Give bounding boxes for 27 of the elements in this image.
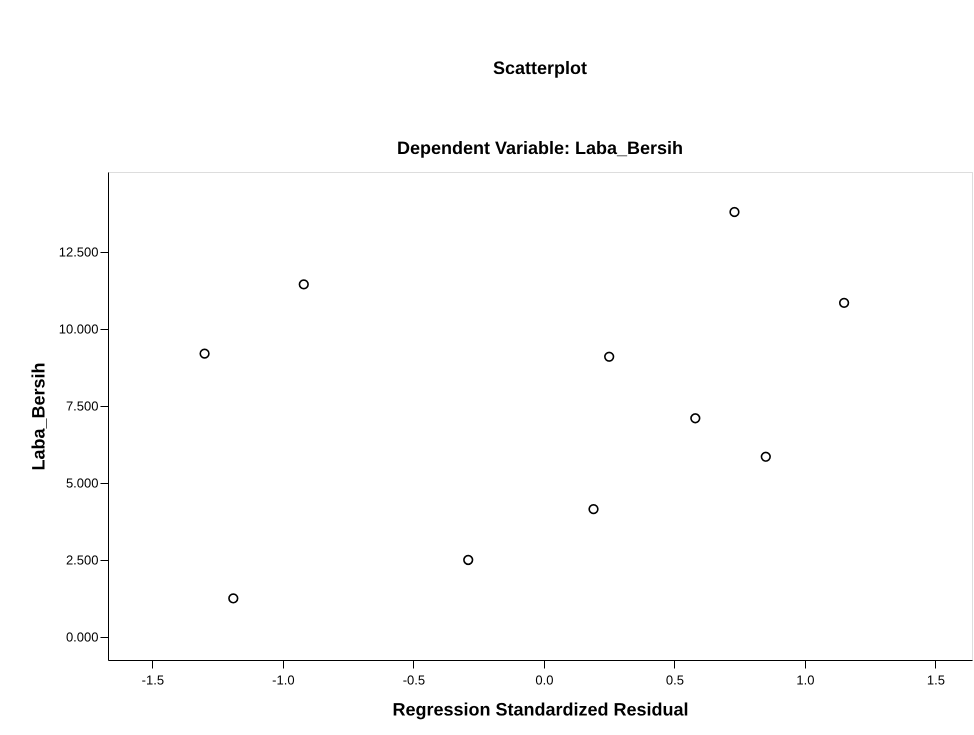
- y-tick-label: 2.500: [66, 552, 98, 568]
- point: [588, 504, 599, 514]
- point: [298, 279, 309, 290]
- x-axis-title: Regression Standardized Residual: [392, 700, 689, 720]
- x-tick-label: 0.5: [666, 672, 684, 688]
- x-tick-label: 1.5: [926, 672, 945, 688]
- x-tick-label: -1.0: [272, 672, 295, 688]
- x-tick-label: 1.0: [796, 672, 814, 688]
- point: [760, 452, 771, 462]
- x-tick-label: -1.5: [142, 672, 164, 688]
- y-tick-label: 12.500: [58, 244, 98, 260]
- chart-subtitle: Dependent Variable: Laba_Bersih: [396, 138, 684, 158]
- point: [604, 352, 614, 362]
- point: [838, 298, 850, 308]
- y-tick-label: 0.000: [66, 629, 98, 644]
- y-tick-label: 7.500: [66, 398, 98, 414]
- y-tick-label: 5.000: [66, 475, 98, 490]
- point: [463, 554, 474, 566]
- point: [199, 348, 210, 359]
- point: [690, 413, 700, 424]
- y-axis-title: Laba_Bersih: [28, 362, 49, 471]
- chart-title: Scatterplot: [492, 58, 588, 78]
- point: [729, 206, 740, 218]
- x-tick-label: 0.0: [535, 672, 554, 688]
- point: [228, 593, 238, 604]
- x-tick-label: -0.5: [402, 672, 426, 688]
- y-tick-label: 10.000: [58, 322, 98, 337]
